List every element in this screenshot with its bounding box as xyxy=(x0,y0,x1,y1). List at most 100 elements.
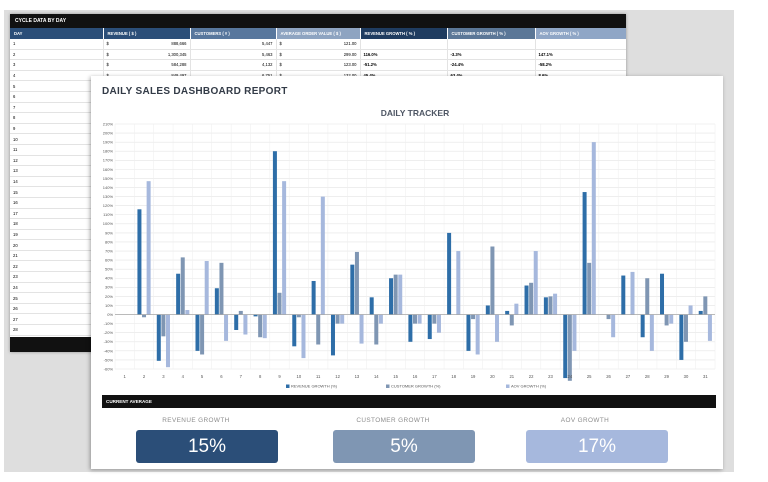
bar-revenue-growth[interactable] xyxy=(350,264,355,315)
bar-aov-growth[interactable] xyxy=(301,314,306,359)
bar-revenue-growth[interactable] xyxy=(427,314,432,340)
bar-customer-growth[interactable] xyxy=(180,257,185,315)
bar-revenue-growth[interactable] xyxy=(369,297,374,315)
bar-customer-growth[interactable] xyxy=(393,274,398,315)
cell-aov-growth[interactable]: 147.1% xyxy=(535,49,626,61)
cell-revenue[interactable]: $888,666 xyxy=(103,39,191,50)
cell-rev-growth[interactable]: -51.2% xyxy=(360,59,448,71)
bar-aov-growth[interactable] xyxy=(630,271,635,315)
bar-aov-growth[interactable] xyxy=(533,251,538,315)
cell-day[interactable]: 10 xyxy=(10,133,104,145)
bar-customer-growth[interactable] xyxy=(200,314,205,355)
bar-aov-growth[interactable] xyxy=(495,314,500,342)
bar-aov-growth[interactable] xyxy=(320,196,325,315)
cell-day[interactable]: 3 xyxy=(10,59,104,71)
bar-aov-growth[interactable] xyxy=(436,314,441,333)
bar-customer-growth[interactable] xyxy=(645,278,650,315)
bar-revenue-growth[interactable] xyxy=(660,273,665,315)
bar-revenue-growth[interactable] xyxy=(698,310,703,315)
bar-revenue-growth[interactable] xyxy=(330,314,335,356)
bar-revenue-growth[interactable] xyxy=(679,314,684,360)
bar-aov-growth[interactable] xyxy=(359,314,364,344)
bar-aov-growth[interactable] xyxy=(243,314,248,335)
bar-revenue-growth[interactable] xyxy=(524,285,529,315)
col-header-customer-growth[interactable]: CUSTOMER GROWTH ( % ) xyxy=(447,28,536,39)
col-header-aov[interactable]: AVERAGE ORDER VALUE ( $ ) xyxy=(276,28,361,39)
cell-day[interactable]: 22 xyxy=(10,260,104,273)
bar-aov-growth[interactable] xyxy=(224,314,229,341)
col-header-aov-growth[interactable]: AOV GROWTH ( % ) xyxy=(535,28,626,39)
bar-customer-growth[interactable] xyxy=(161,314,166,337)
bar-aov-growth[interactable] xyxy=(398,274,403,315)
bar-customer-growth[interactable] xyxy=(567,314,572,381)
bar-aov-growth[interactable] xyxy=(591,142,596,315)
bar-revenue-growth[interactable] xyxy=(195,314,200,351)
bar-aov-growth[interactable] xyxy=(514,303,519,315)
bar-aov-growth[interactable] xyxy=(340,314,345,324)
bar-customer-growth[interactable] xyxy=(703,296,708,315)
bar-aov-growth[interactable] xyxy=(456,251,461,315)
cell-cust-growth[interactable] xyxy=(447,39,536,50)
cell-day[interactable]: 4 xyxy=(10,70,104,82)
bar-customer-growth[interactable] xyxy=(413,314,417,324)
bar-customer-growth[interactable] xyxy=(142,314,147,318)
bar-revenue-growth[interactable] xyxy=(408,314,413,342)
bar-customer-growth[interactable] xyxy=(529,282,534,315)
bar-customer-growth[interactable] xyxy=(548,296,553,315)
cell-day[interactable]: 15 xyxy=(10,186,104,198)
bar-aov-growth[interactable] xyxy=(262,314,267,339)
bar-customer-growth[interactable] xyxy=(606,314,611,320)
cell-day[interactable]: 13 xyxy=(10,165,104,177)
bar-revenue-growth[interactable] xyxy=(253,314,258,317)
cell-aov[interactable]: $121.00 xyxy=(276,39,361,50)
bar-customer-growth[interactable] xyxy=(664,314,669,326)
cell-day[interactable]: 7 xyxy=(10,102,104,114)
bar-revenue-growth[interactable] xyxy=(234,314,239,330)
bar-aov-growth[interactable] xyxy=(475,314,480,355)
cell-day[interactable]: 24 xyxy=(10,282,104,294)
cell-day[interactable]: 5 xyxy=(10,80,104,92)
bar-revenue-growth[interactable] xyxy=(466,314,471,351)
bar-revenue-growth[interactable] xyxy=(311,280,316,315)
bar-customer-growth[interactable] xyxy=(335,314,340,324)
cell-day[interactable]: 26 xyxy=(10,303,104,315)
bar-revenue-growth[interactable] xyxy=(543,297,548,315)
col-header-day[interactable]: DAY xyxy=(10,28,104,39)
cell-day[interactable]: 25 xyxy=(10,292,104,304)
bar-revenue-growth[interactable] xyxy=(389,278,394,315)
cell-day[interactable]: 19 xyxy=(10,229,104,241)
cell-day[interactable]: 20 xyxy=(10,239,104,251)
bar-aov-growth[interactable] xyxy=(378,314,383,324)
bar-revenue-growth[interactable] xyxy=(156,314,161,361)
bar-customer-growth[interactable] xyxy=(683,314,688,342)
cell-aov-growth[interactable]: -58.2% xyxy=(535,59,626,71)
bar-revenue-growth[interactable] xyxy=(214,288,219,315)
bar-aov-growth[interactable] xyxy=(165,314,170,368)
bar-aov-growth[interactable] xyxy=(669,314,674,324)
bar-customer-growth[interactable] xyxy=(238,310,243,315)
bar-revenue-growth[interactable] xyxy=(292,314,297,347)
bar-customer-growth[interactable] xyxy=(374,314,379,345)
bar-revenue-growth[interactable] xyxy=(640,314,645,338)
cell-revenue[interactable]: $584,288 xyxy=(103,59,191,71)
bar-customer-growth[interactable] xyxy=(219,262,224,315)
col-header-customers[interactable]: CUSTOMERS ( # ) xyxy=(190,28,277,39)
bar-aov-growth[interactable] xyxy=(204,261,209,315)
cell-day[interactable]: 18 xyxy=(10,218,104,230)
cell-day[interactable]: 16 xyxy=(10,197,104,209)
bar-customer-growth[interactable] xyxy=(587,262,592,315)
bar-aov-growth[interactable] xyxy=(553,293,558,315)
bar-aov-growth[interactable] xyxy=(649,314,654,351)
cell-aov-growth[interactable] xyxy=(535,39,626,50)
cell-cust-growth[interactable]: -3.3% xyxy=(447,49,536,61)
bar-customer-growth[interactable] xyxy=(316,314,321,345)
bar-customer-growth[interactable] xyxy=(258,314,263,338)
bar-revenue-growth[interactable] xyxy=(582,192,587,315)
bar-customer-growth[interactable] xyxy=(354,251,359,315)
bar-revenue-growth[interactable] xyxy=(447,232,452,315)
cell-rev-growth[interactable] xyxy=(360,39,448,50)
cell-revenue[interactable]: $1,300,345 xyxy=(103,49,191,61)
cell-day[interactable]: 2 xyxy=(10,49,104,61)
bar-revenue-growth[interactable] xyxy=(137,209,142,315)
cell-day[interactable]: 12 xyxy=(10,155,104,167)
